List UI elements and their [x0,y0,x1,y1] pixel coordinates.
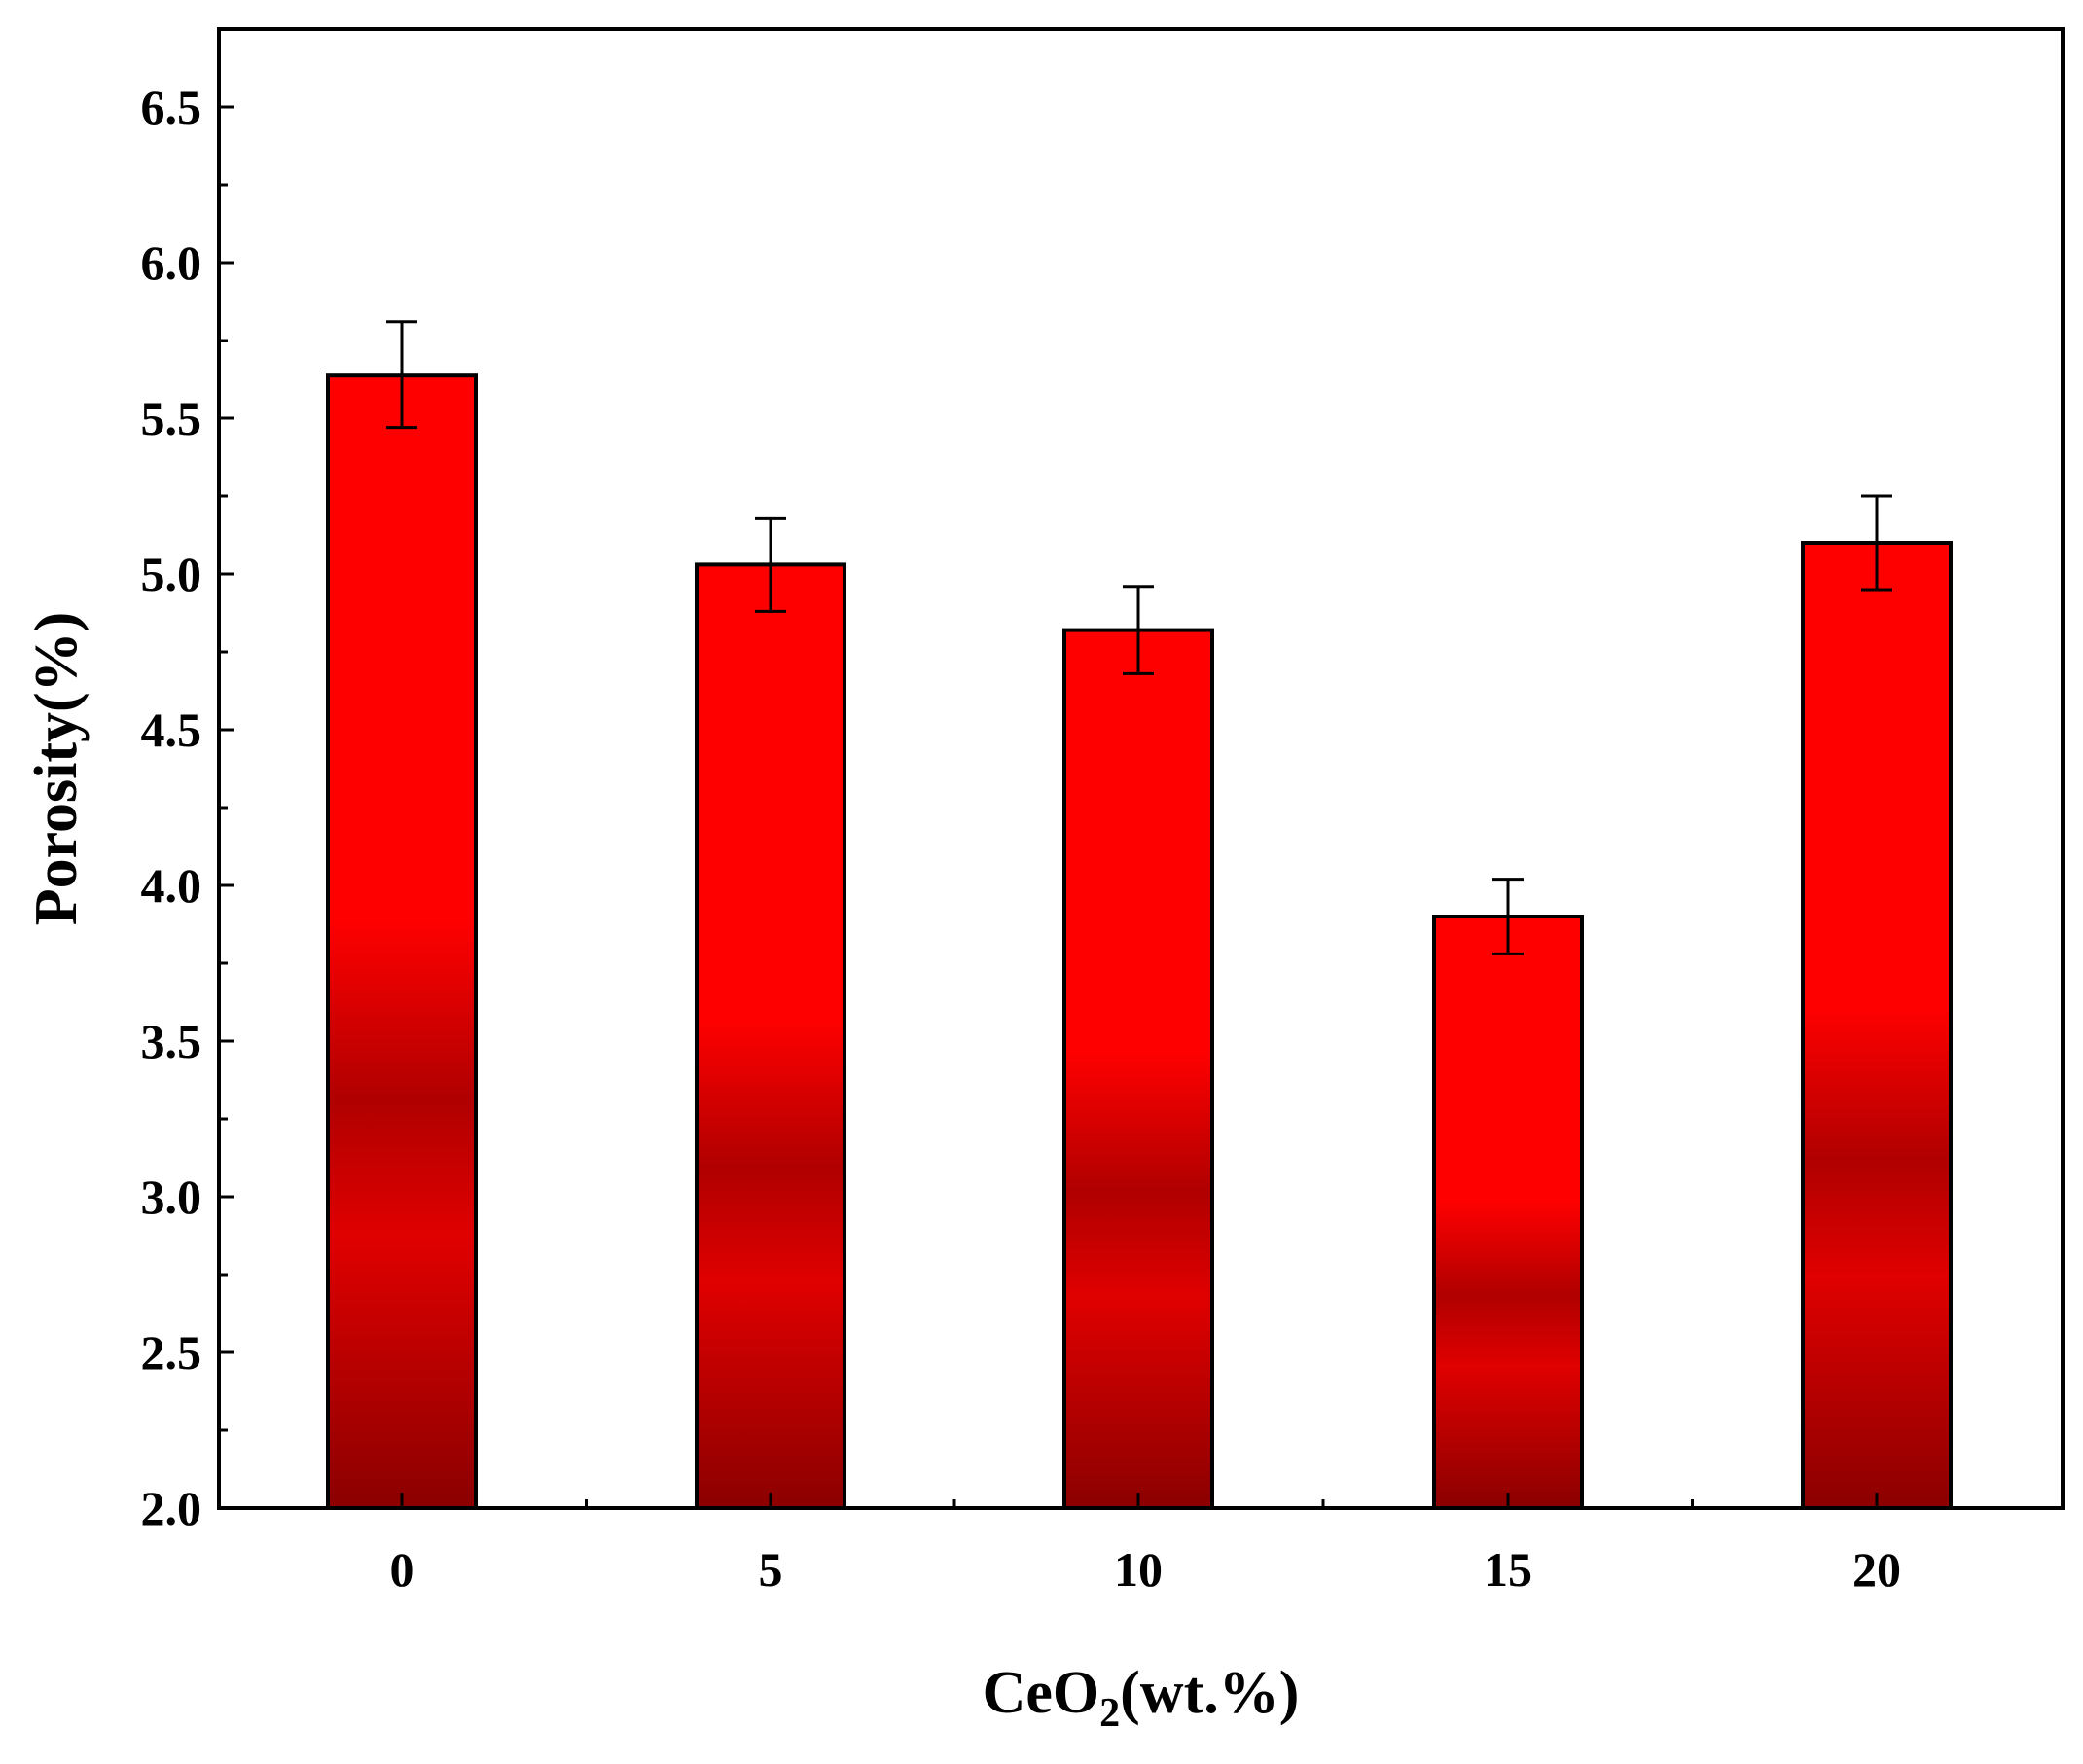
bar-15 [1432,915,1584,1510]
y-tick-label: 6.0 [141,235,202,290]
x-axis: 0 5 10 15 20 [390,1493,1901,1597]
y-tick-label: 2.0 [141,1481,202,1535]
bar-0 [326,373,478,1511]
x-tick-label: 15 [1484,1542,1532,1597]
y-axis-title: Porosity(%) [23,612,90,926]
y-tick-label: 4.5 [141,702,202,757]
bar-10 [1062,628,1214,1510]
y-tick-label: 5.5 [141,391,202,446]
y-tick-label: 3.5 [141,1014,202,1068]
x-axis-title: CeO2(wt.%) [983,1660,1300,1736]
bar-5 [695,562,846,1510]
y-tick-label: 5.0 [141,547,202,601]
y-axis: 2.0 2.5 3.0 3.5 4.0 4.5 5.0 5.5 6.0 6.5 [141,80,234,1535]
bars-layer [326,373,1953,1511]
error-bars-layer [386,320,1892,955]
y-tick-label: 3.0 [141,1170,202,1224]
x-tick-label: 10 [1114,1542,1163,1597]
y-tick-label: 4.0 [141,858,202,913]
x-tick-label: 5 [759,1542,783,1597]
x-axis-title-subscript: 2 [1099,1691,1120,1736]
x-axis-title-rest: (wt.%) [1120,1660,1299,1726]
y-tick-label: 6.5 [141,80,202,134]
x-axis-title-main: CeO [983,1660,1100,1726]
x-tick-label: 20 [1852,1542,1901,1597]
bar-20 [1801,541,1953,1510]
y-tick-label: 2.5 [141,1325,202,1380]
plot-frame [217,27,2065,1510]
x-tick-label: 0 [390,1542,414,1597]
